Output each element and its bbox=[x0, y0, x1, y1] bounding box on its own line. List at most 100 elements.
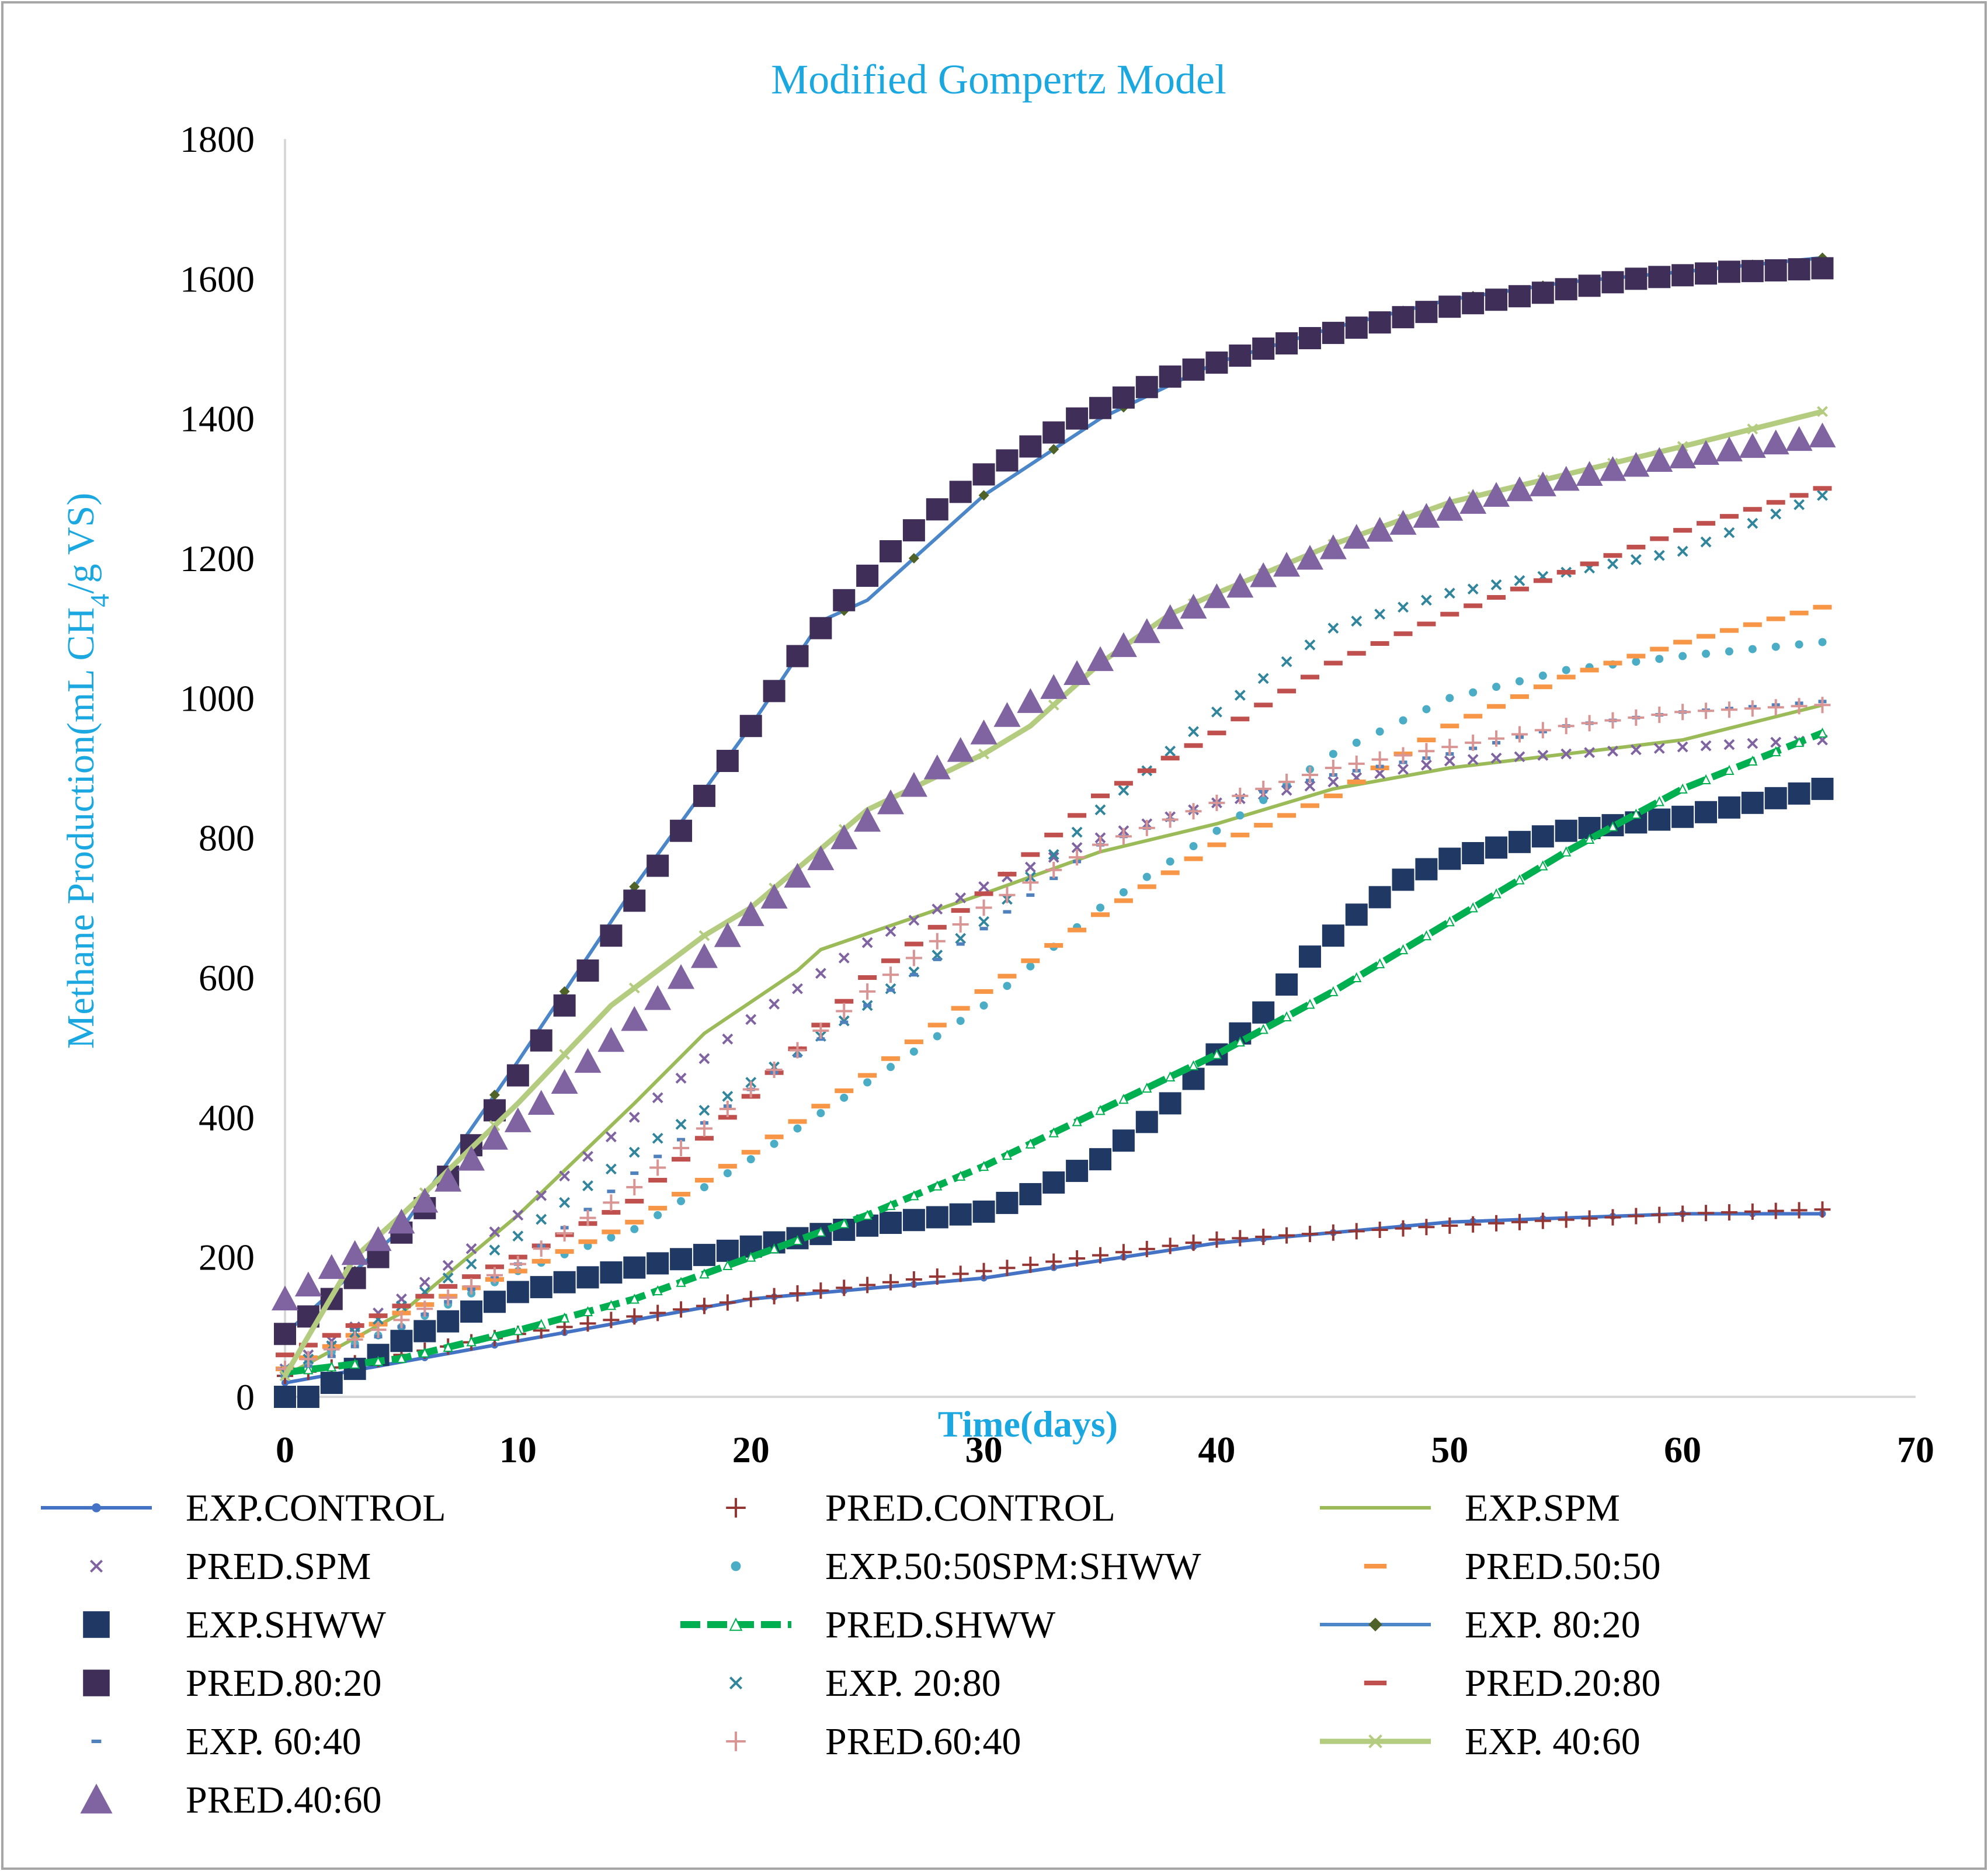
data-point bbox=[1398, 601, 1409, 613]
data-point bbox=[1770, 736, 1782, 748]
data-point bbox=[999, 886, 1016, 903]
data-point bbox=[439, 1284, 458, 1289]
data-point bbox=[1603, 660, 1622, 666]
data-point bbox=[1135, 375, 1158, 398]
data-point bbox=[1003, 910, 1012, 914]
legend-label: EXP. 60:40 bbox=[186, 1720, 362, 1763]
data-point bbox=[830, 824, 858, 850]
data-point bbox=[955, 933, 967, 944]
data-point bbox=[1048, 699, 1059, 711]
data-point bbox=[670, 819, 693, 842]
data-point bbox=[1375, 727, 1384, 736]
data-point bbox=[1811, 257, 1834, 280]
data-point bbox=[1258, 1024, 1268, 1034]
data-point bbox=[1399, 716, 1407, 725]
data-point bbox=[582, 1150, 593, 1162]
series-pred-shww bbox=[280, 727, 1828, 1378]
data-point bbox=[533, 1240, 550, 1257]
data-point bbox=[1462, 841, 1485, 864]
data-point bbox=[1631, 808, 1641, 819]
data-point bbox=[1182, 358, 1205, 381]
data-point bbox=[887, 1063, 895, 1072]
data-point bbox=[1794, 736, 1805, 747]
data-point bbox=[553, 994, 576, 1017]
data-point bbox=[602, 1210, 621, 1215]
data-point bbox=[1137, 884, 1156, 889]
data-point bbox=[1529, 471, 1556, 496]
data-point bbox=[882, 1274, 899, 1291]
x-tick-label: 30 bbox=[965, 1429, 1003, 1470]
data-point bbox=[1421, 930, 1432, 941]
data-point bbox=[835, 1088, 854, 1093]
data-point bbox=[272, 1285, 298, 1311]
data-point bbox=[978, 748, 989, 760]
data-point bbox=[419, 1347, 430, 1358]
data-point bbox=[718, 1115, 737, 1120]
data-point bbox=[1531, 825, 1554, 848]
data-point bbox=[652, 1285, 663, 1296]
data-point bbox=[322, 1333, 341, 1338]
data-point bbox=[583, 1208, 592, 1212]
data-point bbox=[654, 1211, 662, 1219]
data-point bbox=[279, 1370, 291, 1382]
data-point bbox=[742, 1081, 759, 1098]
data-point bbox=[1607, 745, 1618, 757]
data-point bbox=[998, 973, 1017, 979]
data-point bbox=[1398, 763, 1409, 775]
data-point bbox=[481, 1125, 508, 1150]
data-point bbox=[1159, 365, 1181, 388]
data-point bbox=[1715, 436, 1743, 462]
data-point bbox=[1818, 638, 1827, 646]
data-point bbox=[1300, 674, 1319, 680]
data-point bbox=[769, 1243, 780, 1254]
legend-label: EXP.CONTROL bbox=[186, 1487, 446, 1529]
legend-item: PRED.40:60 bbox=[80, 1779, 382, 1821]
data-point bbox=[1626, 544, 1646, 550]
data-point bbox=[1017, 688, 1044, 713]
data-point bbox=[1021, 958, 1040, 964]
data-point bbox=[675, 1118, 687, 1130]
data-point bbox=[1418, 1219, 1435, 1236]
data-point bbox=[579, 1315, 596, 1332]
data-point bbox=[1375, 958, 1385, 969]
legend-item: EXP. 20:80 bbox=[729, 1662, 1001, 1705]
data-point bbox=[1024, 861, 1036, 873]
data-point bbox=[1700, 740, 1712, 752]
data-point bbox=[1021, 852, 1040, 857]
data-point bbox=[902, 519, 925, 542]
data-point bbox=[1630, 744, 1642, 756]
data-point bbox=[442, 1260, 454, 1271]
data-point bbox=[789, 1285, 806, 1302]
data-point bbox=[1091, 912, 1110, 917]
data-point bbox=[1159, 1092, 1181, 1115]
data-point bbox=[947, 737, 974, 762]
data-point bbox=[1066, 407, 1089, 430]
data-point bbox=[1208, 1231, 1225, 1248]
data-point bbox=[816, 1037, 825, 1041]
data-point bbox=[274, 1386, 296, 1408]
legend-label: PRED.60:40 bbox=[825, 1720, 1021, 1763]
data-point bbox=[927, 924, 947, 930]
data-point bbox=[722, 1260, 733, 1271]
y-axis-label: Methane Production(mL CH4/g VS) bbox=[60, 493, 114, 1049]
data-point bbox=[668, 964, 695, 989]
data-point bbox=[1063, 660, 1091, 685]
data-point bbox=[1531, 281, 1554, 304]
legend-marker bbox=[80, 1783, 113, 1814]
data-point bbox=[694, 1178, 714, 1183]
data-point bbox=[629, 881, 640, 892]
legend-item: PRED.80:20 bbox=[83, 1662, 382, 1705]
data-point bbox=[1252, 1001, 1275, 1024]
data-point bbox=[1514, 751, 1525, 763]
data-point bbox=[999, 1260, 1016, 1277]
data-point bbox=[294, 1271, 322, 1297]
legend-item: EXP.SPM bbox=[1320, 1487, 1620, 1529]
data-point bbox=[1042, 1171, 1065, 1194]
data-point bbox=[1138, 819, 1155, 836]
legend-item: EXP.50:50SPM:SHWW bbox=[731, 1545, 1201, 1588]
data-point bbox=[1813, 604, 1832, 610]
data-point bbox=[1188, 1060, 1199, 1070]
data-point bbox=[1040, 674, 1068, 699]
data-point bbox=[576, 1266, 599, 1289]
data-point bbox=[1789, 610, 1809, 615]
